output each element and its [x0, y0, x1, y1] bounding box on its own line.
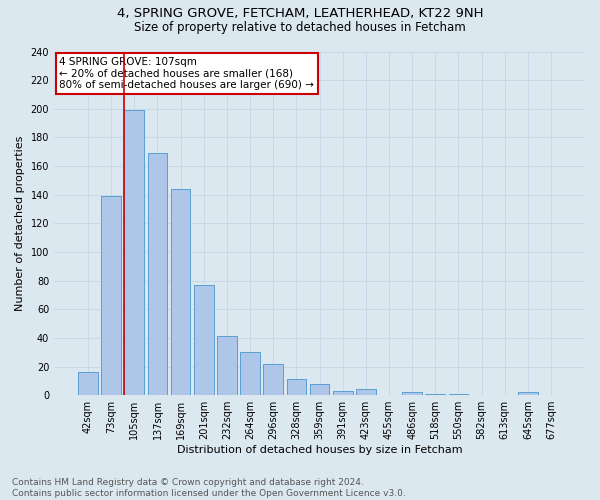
Text: 4 SPRING GROVE: 107sqm
← 20% of detached houses are smaller (168)
80% of semi-de: 4 SPRING GROVE: 107sqm ← 20% of detached… [59, 56, 314, 90]
Bar [240, 352, 260, 395]
Text: Size of property relative to detached houses in Fetcham: Size of property relative to detached ho… [134, 21, 466, 34]
Bar [356, 390, 376, 395]
Bar [78, 372, 98, 395]
Bar [402, 392, 422, 395]
Bar [518, 392, 538, 395]
Bar [310, 384, 329, 395]
Bar [194, 285, 214, 395]
Bar [333, 391, 353, 395]
Y-axis label: Number of detached properties: Number of detached properties [15, 136, 25, 311]
Bar [263, 364, 283, 395]
Bar [217, 336, 237, 395]
Text: Contains HM Land Registry data © Crown copyright and database right 2024.
Contai: Contains HM Land Registry data © Crown c… [12, 478, 406, 498]
Bar [101, 196, 121, 395]
Bar [449, 394, 468, 395]
Bar [124, 110, 144, 395]
Bar [425, 394, 445, 395]
Bar [287, 380, 306, 395]
X-axis label: Distribution of detached houses by size in Fetcham: Distribution of detached houses by size … [177, 445, 463, 455]
Bar [171, 189, 190, 395]
Text: 4, SPRING GROVE, FETCHAM, LEATHERHEAD, KT22 9NH: 4, SPRING GROVE, FETCHAM, LEATHERHEAD, K… [117, 8, 483, 20]
Bar [148, 153, 167, 395]
